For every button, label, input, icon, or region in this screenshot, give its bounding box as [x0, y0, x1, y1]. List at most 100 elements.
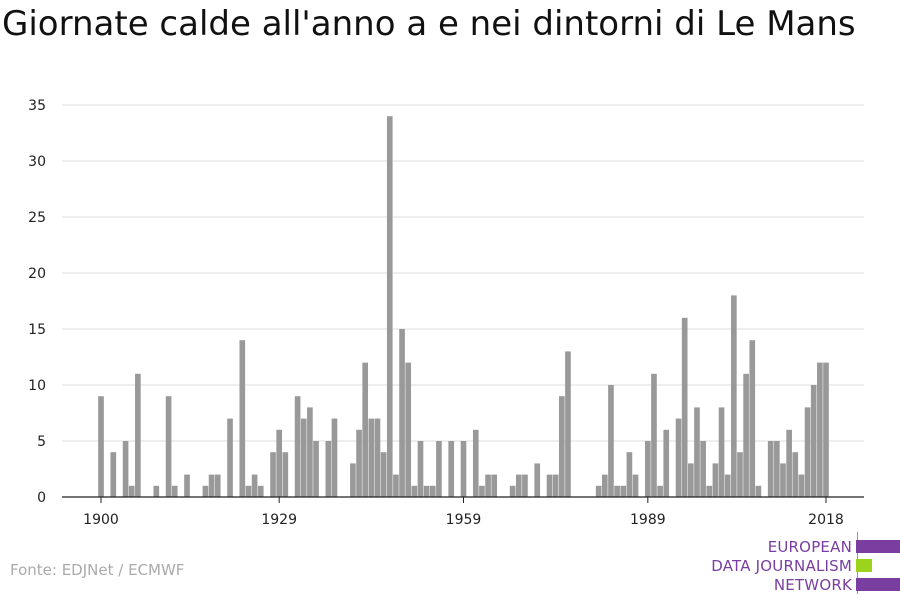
bar: [823, 362, 829, 497]
bar: [755, 485, 762, 497]
bar: [552, 474, 559, 497]
bar: [718, 407, 725, 497]
bar: [663, 429, 670, 497]
source-note: Fonte: EDJNet / ECMWF: [10, 561, 185, 579]
bar: [810, 385, 817, 497]
bar: [356, 429, 362, 497]
bar: [307, 407, 313, 497]
bar: [651, 373, 657, 497]
bar: [98, 396, 104, 497]
y-tick-label: 35: [28, 98, 46, 114]
y-tick-label: 10: [28, 378, 46, 394]
bar: [620, 485, 627, 497]
y-tick-label: 30: [28, 154, 46, 170]
bar: [128, 485, 135, 497]
bar: [817, 362, 823, 497]
y-tick-label: 25: [28, 210, 46, 226]
bar: [688, 463, 694, 497]
bar: [184, 474, 190, 497]
bar: [774, 441, 780, 497]
bar: [479, 485, 485, 497]
bar: [202, 485, 209, 497]
chart-title: Giornate calde all'anno a e nei dintorni…: [2, 4, 856, 44]
bar: [239, 340, 246, 497]
x-axis-ticks: 1900 1929 1959 1989 2018: [83, 497, 844, 528]
bar: [804, 407, 811, 497]
x-tick-label: 2018: [808, 512, 844, 528]
x-tick-label: 1900: [83, 512, 119, 528]
bar: [110, 452, 117, 497]
gridlines: [62, 104, 864, 442]
bar: [712, 463, 719, 497]
bar: [460, 441, 467, 497]
logo-bar-bottom: [856, 578, 900, 591]
bar: [122, 441, 129, 497]
bar: [675, 418, 682, 497]
bar: [608, 385, 614, 497]
bar: [558, 396, 565, 497]
bar: [706, 485, 713, 497]
y-axis-ticks: 0 5 10 15 20 25 30 35: [28, 98, 46, 506]
bar: [423, 485, 430, 497]
bar: [214, 474, 221, 497]
y-tick-label: 20: [28, 266, 46, 282]
bar: [724, 474, 731, 497]
bar: [767, 441, 774, 497]
bar: [374, 418, 381, 497]
bar: [380, 452, 387, 497]
bar: [208, 474, 215, 497]
bar: [534, 463, 541, 497]
bar: [792, 452, 799, 497]
bar: [165, 396, 172, 497]
bar: [393, 474, 399, 497]
bar: [386, 116, 393, 497]
bar: [731, 295, 737, 497]
logo-bar-top: [856, 540, 900, 553]
bar: [313, 441, 319, 497]
bar: [614, 485, 620, 497]
bar: [626, 452, 633, 497]
x-tick-label: 1929: [261, 512, 297, 528]
bar: [350, 463, 356, 497]
x-tick-label: 1959: [446, 512, 482, 528]
bar: [405, 362, 412, 497]
bar: [737, 452, 743, 497]
y-tick-label: 15: [28, 322, 46, 338]
logo-mark-icon: [856, 540, 900, 592]
bar: [595, 485, 602, 497]
edjnet-logo[interactable]: EUROPEAN DATA JOURNALISM NETWORK: [708, 532, 900, 596]
bar: [509, 485, 516, 497]
y-tick-label: 5: [37, 434, 46, 450]
bar: [798, 474, 805, 497]
bar: [632, 474, 639, 497]
bar: [153, 485, 160, 497]
logo-line-data-journalism: DATA JOURNALISM: [711, 557, 852, 575]
bar: [657, 485, 663, 497]
bar: [251, 474, 258, 497]
bar: [565, 351, 571, 497]
bar: [325, 441, 332, 497]
bar: [472, 429, 479, 497]
bar: [601, 474, 608, 497]
bar: [270, 452, 276, 497]
x-tick-label: 1989: [630, 512, 666, 528]
bar: [362, 362, 369, 497]
bar: [282, 452, 289, 497]
bar: [171, 485, 178, 497]
bar: [300, 418, 307, 497]
bar: [749, 340, 756, 497]
bar: [485, 474, 491, 497]
bar: [399, 329, 405, 497]
bar: [331, 418, 338, 497]
bar: [294, 396, 301, 497]
logo-text: EUROPEAN DATA JOURNALISM NETWORK: [711, 538, 852, 595]
logo-line-european: EUROPEAN: [767, 538, 852, 556]
bar: [436, 441, 442, 497]
bar: [491, 474, 498, 497]
bar: [276, 429, 283, 497]
logo-line-network: NETWORK: [773, 576, 852, 594]
y-tick-label: 0: [37, 490, 46, 506]
bar: [227, 418, 233, 497]
bar: [644, 441, 651, 497]
